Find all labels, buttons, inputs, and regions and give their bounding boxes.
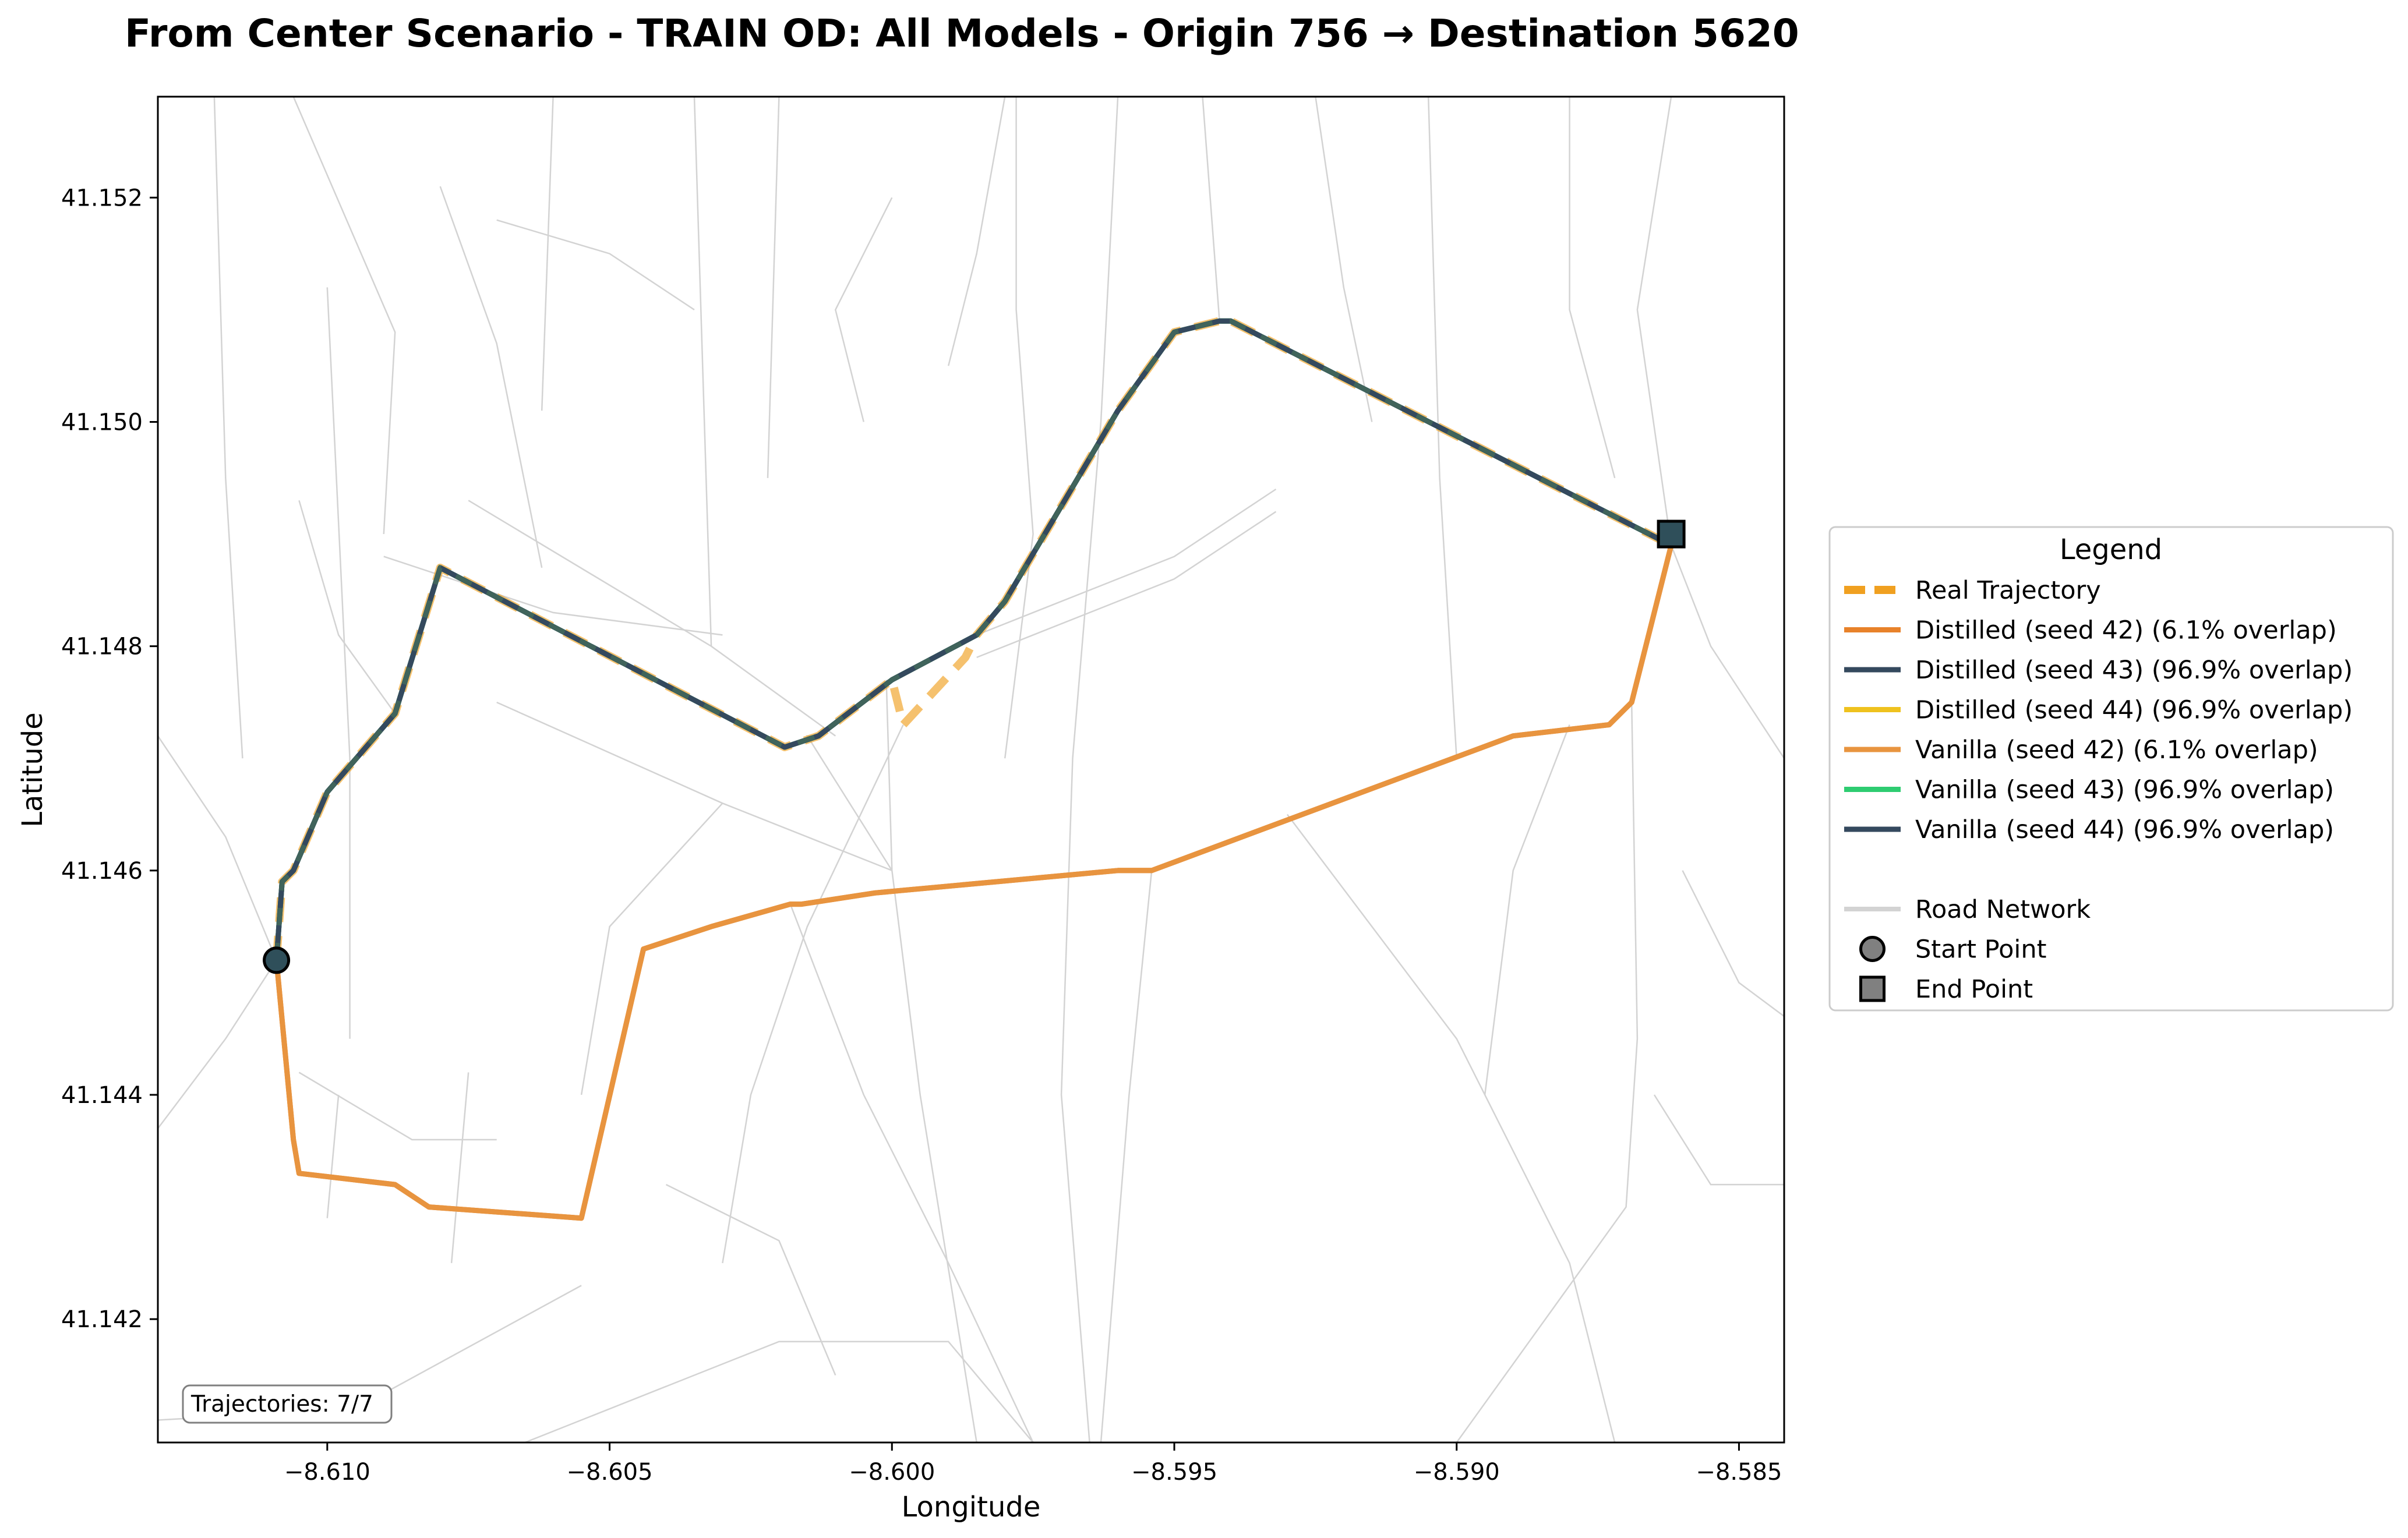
y-axis: 41.142 41.144 41.146 41.148 41.150 41.152 xyxy=(61,185,158,1333)
road-segment xyxy=(1569,97,1616,479)
road-segment xyxy=(298,1072,497,1141)
legend: Legend Real Trajectory Distilled (seed 42… xyxy=(1828,526,2394,1012)
plot-area xyxy=(158,97,1784,1442)
plot-frame xyxy=(157,96,1785,1444)
road-segment xyxy=(158,736,277,961)
road-segment xyxy=(298,500,396,714)
road-segment xyxy=(326,1094,340,1218)
road-segment xyxy=(580,802,723,1095)
road-segment xyxy=(767,97,780,478)
series-line-4 xyxy=(274,542,1674,1221)
road-segment xyxy=(1670,545,1784,759)
od-markers xyxy=(263,519,1686,974)
series-line-3 xyxy=(274,318,1674,963)
series-line-overlay xyxy=(274,319,1672,961)
legend-label-start: Start Point xyxy=(1915,935,2046,964)
road-segment xyxy=(976,488,1277,636)
road-segment xyxy=(789,904,1034,1442)
chart-title: From Center Scenario - TRAIN OD: All Mod… xyxy=(125,11,1799,56)
x-tick-label: −8.605 xyxy=(567,1459,653,1486)
series-line-2 xyxy=(274,318,1674,963)
start-point-marker xyxy=(263,946,291,974)
road-segment xyxy=(806,735,893,871)
road-segment xyxy=(1286,814,1616,1442)
road-segment xyxy=(213,97,243,759)
trajectories-badge: Trajectories: 7/7 xyxy=(182,1384,393,1424)
x-axis: −8.610 −8.605 −8.600 −8.595 −8.590 −8.585 xyxy=(284,1442,1782,1486)
road-segment xyxy=(292,97,396,535)
trajectory-lines xyxy=(272,317,1674,1221)
road-segment xyxy=(1636,97,1672,546)
road-segment xyxy=(693,97,712,646)
road-network xyxy=(158,97,1784,1442)
road-segment xyxy=(524,1341,1034,1442)
road-segment xyxy=(1100,870,1153,1442)
road-segment xyxy=(439,186,543,568)
y-tick-label: 41.148 xyxy=(61,634,143,660)
legend-label-6: Vanilla (seed 44) (96.9% overlap) xyxy=(1915,815,2334,844)
legend-label-0: Real Trajectory xyxy=(1915,576,2101,605)
legend-label-5: Vanilla (seed 43) (96.9% overlap) xyxy=(1915,776,2334,805)
road-segment xyxy=(834,197,893,422)
trajectories-count-text: Trajectories: 7/7 xyxy=(190,1391,373,1417)
road-segment xyxy=(722,724,904,1264)
road-segment xyxy=(1060,97,1119,1442)
road-segment xyxy=(976,511,1277,659)
road-segment xyxy=(468,500,836,737)
road-segment xyxy=(1653,1094,1784,1186)
x-tick-label: −8.585 xyxy=(1696,1459,1782,1486)
x-tick-label: −8.590 xyxy=(1414,1459,1500,1486)
y-tick-label: 41.142 xyxy=(61,1306,143,1333)
road-segment xyxy=(326,287,351,1039)
end-point-marker xyxy=(1657,519,1686,549)
road-segment xyxy=(158,960,277,1129)
road-segment xyxy=(665,1183,836,1376)
legend-label-end: End Point xyxy=(1915,975,2033,1004)
legend-label-4: Vanilla (seed 42) (6.1% overlap) xyxy=(1915,736,2318,765)
road-segment xyxy=(1202,97,1220,321)
x-tick-label: −8.610 xyxy=(284,1459,370,1486)
road-segment xyxy=(1484,724,1570,1095)
legend-label-road: Road Network xyxy=(1915,895,2091,924)
series-line-0 xyxy=(272,317,1673,961)
road-segment xyxy=(947,97,1006,366)
legend-title: Legend xyxy=(2060,533,2162,566)
road-segment xyxy=(1427,97,1457,759)
legend-label-3: Distilled (seed 44) (96.9% overlap) xyxy=(1915,696,2353,725)
road-segment xyxy=(1456,702,1639,1442)
road-segment xyxy=(541,97,554,411)
road-segment xyxy=(885,680,977,1442)
x-axis-label: Longitude xyxy=(902,1491,1041,1523)
y-tick-label: 41.144 xyxy=(61,1082,143,1109)
road-segment xyxy=(1682,870,1784,1017)
y-axis-label: Latitude xyxy=(16,712,49,828)
series-line-6 xyxy=(274,318,1674,963)
y-tick-label: 41.146 xyxy=(61,858,143,885)
y-tick-label: 41.152 xyxy=(61,185,143,211)
x-tick-label: −8.595 xyxy=(1131,1459,1217,1486)
x-tick-label: −8.600 xyxy=(849,1459,935,1486)
road-segment xyxy=(450,1072,469,1264)
legend-label-1: Distilled (seed 42) (6.1% overlap) xyxy=(1915,616,2337,645)
road-segment xyxy=(1004,97,1034,759)
legend-swatch-start xyxy=(1859,936,1886,962)
legend-label-2: Distilled (seed 43) (96.9% overlap) xyxy=(1915,656,2353,685)
legend-frame xyxy=(1828,526,2394,1012)
legend-swatch-end xyxy=(1859,975,1886,1002)
road-segment xyxy=(496,219,695,310)
series-line-5 xyxy=(274,318,1674,963)
y-tick-label: 41.150 xyxy=(61,409,143,436)
road-segment xyxy=(1315,97,1373,422)
